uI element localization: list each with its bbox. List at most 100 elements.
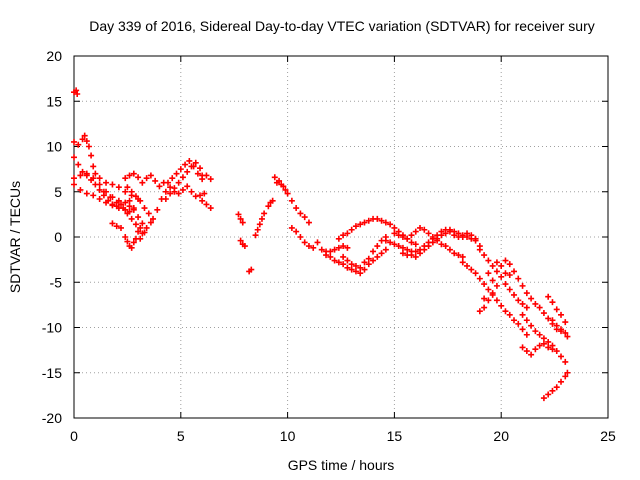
data-point <box>511 268 518 275</box>
data-point <box>305 243 312 250</box>
data-point <box>502 308 509 315</box>
data-point <box>135 174 142 181</box>
series-arc-e <box>100 188 148 236</box>
data-point <box>145 210 152 217</box>
data-point <box>122 199 129 206</box>
data-point <box>519 344 526 351</box>
data-point <box>96 175 103 182</box>
data-point <box>197 192 204 199</box>
data-point <box>305 219 312 226</box>
data-point <box>382 237 389 244</box>
data-point <box>265 203 272 210</box>
data-point <box>536 342 543 349</box>
data-point <box>124 238 131 245</box>
data-point <box>365 261 372 268</box>
data-point <box>532 328 539 335</box>
data-point <box>558 311 565 318</box>
data-point <box>192 193 199 200</box>
series-low-3h <box>109 220 146 251</box>
series-early-high <box>71 87 81 98</box>
data-point <box>361 266 368 273</box>
series-wave-16h-b <box>399 226 479 260</box>
data-point <box>498 273 505 280</box>
data-point <box>361 259 368 266</box>
data-point <box>177 166 184 173</box>
data-point <box>378 217 385 224</box>
series-rise-13h <box>335 215 419 248</box>
series-late-22h <box>545 293 571 340</box>
data-point <box>361 219 368 226</box>
data-point <box>167 184 174 191</box>
data-point <box>113 223 120 230</box>
data-point <box>523 290 530 297</box>
data-point <box>545 391 552 398</box>
data-point <box>100 188 107 195</box>
data-point <box>549 387 556 394</box>
data-point <box>502 281 509 288</box>
data-point <box>455 252 462 259</box>
data-point <box>515 297 522 304</box>
data-point <box>464 262 471 269</box>
data-point <box>152 177 159 184</box>
data-point <box>532 300 539 307</box>
data-point <box>327 248 334 255</box>
data-point <box>203 201 210 208</box>
data-point <box>75 141 82 148</box>
data-point <box>485 297 492 304</box>
series-wave-15h <box>382 226 483 255</box>
data-point <box>468 266 475 273</box>
x-tick-labels: 0 5 10 15 20 25 <box>70 428 616 444</box>
data-point <box>498 302 505 309</box>
y-tick-label: -10 <box>42 320 62 336</box>
data-point <box>301 214 308 221</box>
data-point <box>323 252 330 259</box>
data-point <box>425 243 432 250</box>
data-point <box>135 214 142 221</box>
data-point <box>545 293 552 300</box>
data-point <box>115 184 122 191</box>
data-point <box>417 224 424 231</box>
data-point <box>374 253 381 260</box>
data-point <box>485 257 492 264</box>
data-point <box>519 326 526 333</box>
data-point <box>545 338 552 345</box>
series-arc-4h <box>162 157 208 202</box>
series-wave-16h <box>391 224 466 260</box>
data-point <box>79 168 86 175</box>
data-point <box>269 197 276 204</box>
data-point <box>523 331 530 338</box>
data-point <box>489 277 496 284</box>
data-point <box>421 226 428 233</box>
data-point <box>301 239 308 246</box>
series-drop-22h <box>519 340 556 358</box>
data-point <box>207 205 214 212</box>
data-point <box>340 243 347 250</box>
data-point <box>344 230 351 237</box>
data-point <box>197 165 204 172</box>
data-point <box>130 239 137 246</box>
y-tick-label: 5 <box>54 184 62 200</box>
data-point <box>137 224 144 231</box>
data-point <box>481 304 488 311</box>
data-point <box>395 243 402 250</box>
data-point <box>130 206 137 213</box>
y-tick-label: 0 <box>54 229 62 245</box>
data-point <box>489 262 496 269</box>
data-point <box>365 217 372 224</box>
data-point <box>357 264 364 271</box>
data-point <box>318 246 325 253</box>
data-point <box>485 286 492 293</box>
data-point <box>564 333 571 340</box>
data-point <box>434 235 441 242</box>
data-point <box>271 174 278 181</box>
data-point <box>446 226 453 233</box>
data-point <box>344 257 351 264</box>
data-point <box>493 259 500 266</box>
data-point <box>564 369 571 376</box>
data-point <box>90 192 97 199</box>
data-point <box>442 243 449 250</box>
data-point <box>558 353 565 360</box>
data-point <box>139 179 146 186</box>
data-point <box>207 176 214 183</box>
chart-title: Day 339 of 2016, Sidereal Day-to-day VTE… <box>89 18 595 34</box>
